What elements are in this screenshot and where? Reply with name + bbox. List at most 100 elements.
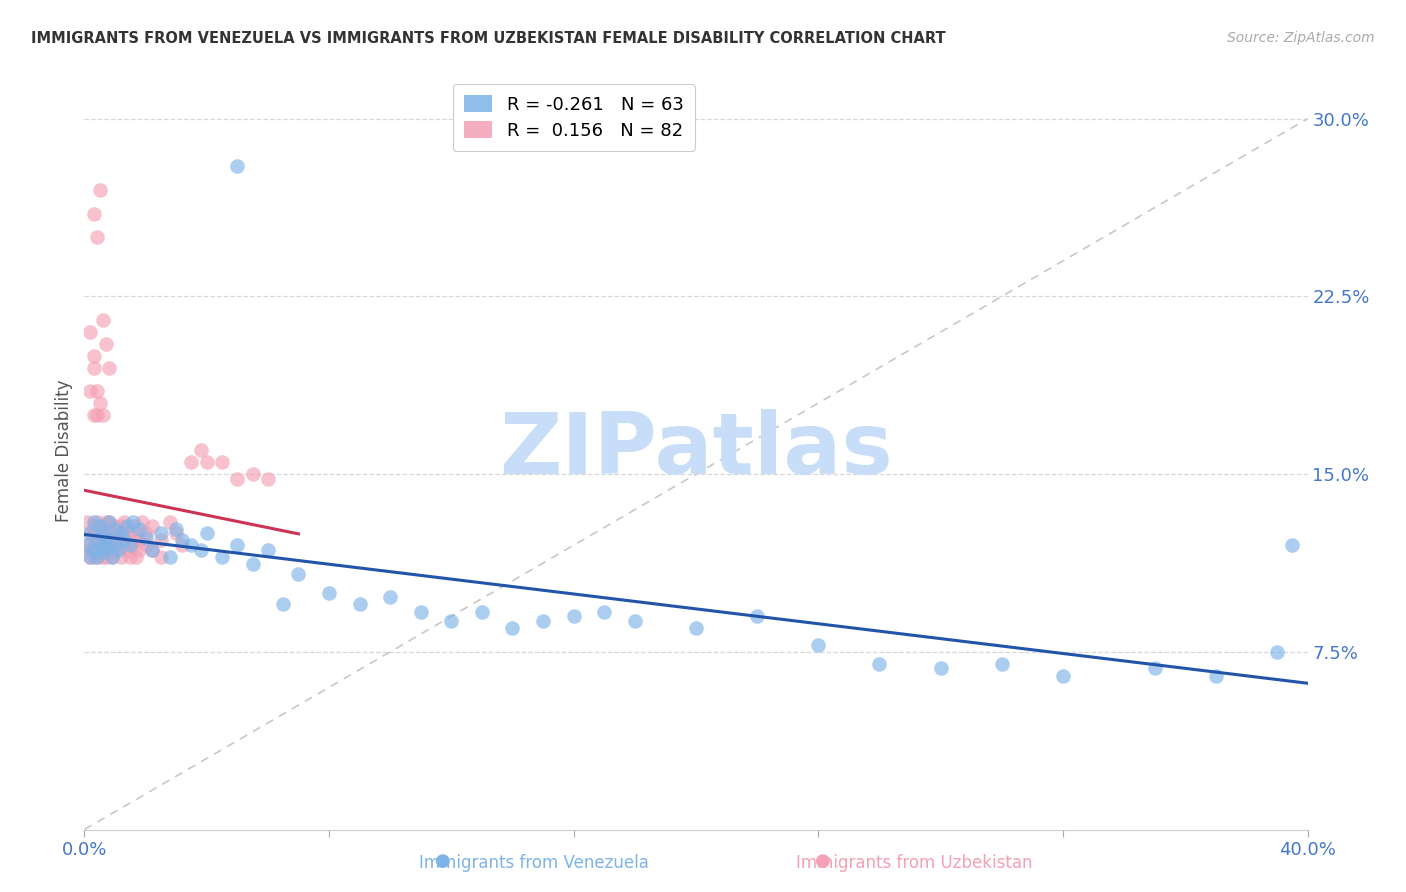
Point [76, 538, 98, 552]
Point [869, 657, 891, 671]
Point [97, 533, 120, 548]
Point [190, 443, 212, 458]
Point [1143, 661, 1166, 675]
Point [929, 661, 952, 675]
Point [271, 598, 294, 612]
Point [97, 515, 120, 529]
Point [79, 550, 101, 565]
Point [94, 538, 117, 552]
Point [141, 519, 163, 533]
Point [86, 543, 108, 558]
Point [226, 159, 249, 173]
Point [991, 657, 1014, 671]
Point [97, 543, 120, 558]
Point [211, 550, 233, 565]
Point [86, 533, 108, 548]
Point [86, 408, 108, 422]
Point [115, 543, 138, 558]
Point [135, 538, 157, 552]
Point [91, 408, 114, 422]
Point [97, 533, 120, 548]
Point [747, 609, 769, 624]
Point [97, 515, 120, 529]
Point [409, 605, 432, 619]
Y-axis label: Female Disability: Female Disability [55, 379, 73, 522]
Point [190, 543, 212, 558]
Point [110, 550, 132, 565]
Point [195, 455, 218, 469]
Point [380, 591, 402, 605]
Point [91, 545, 114, 559]
Point [83, 543, 105, 558]
Point [318, 585, 340, 599]
Point [86, 515, 108, 529]
Point [112, 533, 135, 548]
Point [180, 455, 202, 469]
Point [101, 550, 124, 565]
Point [79, 325, 101, 339]
Point [807, 638, 830, 652]
Point [89, 183, 111, 197]
Point [104, 543, 127, 558]
Point [110, 519, 132, 533]
Point [195, 526, 218, 541]
Point [593, 605, 616, 619]
Text: IMMIGRANTS FROM VENEZUELA VS IMMIGRANTS FROM UZBEKISTAN FEMALE DISABILITY CORREL: IMMIGRANTS FROM VENEZUELA VS IMMIGRANTS … [31, 31, 946, 46]
Point [86, 533, 108, 548]
Point [94, 515, 117, 529]
Point [159, 515, 181, 529]
Point [101, 550, 124, 565]
Point [83, 360, 105, 375]
Point [79, 550, 101, 565]
Text: ZIPatlas: ZIPatlas [499, 409, 893, 492]
Point [149, 533, 172, 548]
Point [104, 533, 127, 548]
Point [89, 538, 111, 552]
Point [76, 538, 98, 552]
Point [89, 543, 111, 558]
Point [94, 541, 117, 555]
Point [79, 526, 101, 541]
Point [242, 557, 264, 572]
Point [165, 522, 187, 536]
Point [141, 543, 163, 558]
Text: Immigrants from Uzbekistan: Immigrants from Uzbekistan [796, 855, 1032, 872]
Point [83, 526, 105, 541]
Point [125, 550, 148, 565]
Point [1052, 668, 1074, 682]
Point [107, 538, 129, 552]
Point [120, 538, 142, 552]
Point [502, 621, 524, 635]
Point [94, 531, 117, 545]
Point [226, 538, 249, 552]
Point [107, 526, 129, 541]
Point [94, 526, 117, 541]
Point [112, 538, 135, 552]
Point [226, 472, 249, 486]
Point [86, 384, 108, 399]
Legend: R = -0.261   N = 63, R =  0.156   N = 82: R = -0.261 N = 63, R = 0.156 N = 82 [453, 84, 695, 151]
Text: Immigrants from Venezuela: Immigrants from Venezuela [419, 855, 650, 872]
Point [89, 538, 111, 552]
Point [122, 519, 145, 533]
Point [120, 533, 142, 548]
Point [83, 550, 105, 565]
Point [91, 543, 114, 558]
Point [531, 614, 554, 628]
Point [107, 543, 129, 558]
Point [86, 550, 108, 565]
Point [128, 533, 150, 548]
Point [562, 609, 585, 624]
Point [89, 396, 111, 410]
Point [86, 230, 108, 244]
Point [115, 526, 138, 541]
Point [257, 543, 280, 558]
Point [128, 522, 150, 536]
Point [1281, 538, 1303, 552]
Point [83, 538, 105, 552]
Point [91, 526, 114, 541]
Point [83, 408, 105, 422]
Point [211, 455, 233, 469]
Point [110, 526, 132, 541]
Text: Source: ZipAtlas.com: Source: ZipAtlas.com [1227, 31, 1375, 45]
